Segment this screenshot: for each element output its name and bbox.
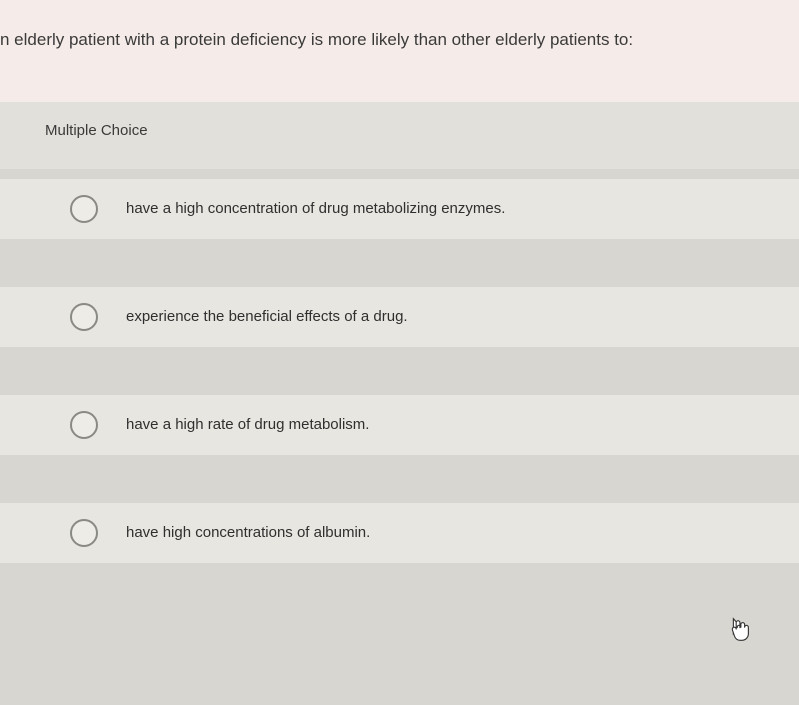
question-area: n elderly patient with a protein deficie… <box>0 0 799 102</box>
pointer-cursor-icon <box>724 615 754 650</box>
radio-icon[interactable] <box>70 303 98 331</box>
options-container: have a high concentration of drug metabo… <box>0 169 799 563</box>
option-row[interactable]: have a high rate of drug metabolism. <box>0 395 799 455</box>
radio-icon[interactable] <box>70 411 98 439</box>
option-row[interactable]: have high concentrations of albumin. <box>0 503 799 563</box>
option-row[interactable]: have a high concentration of drug metabo… <box>0 179 799 239</box>
radio-icon[interactable] <box>70 519 98 547</box>
radio-icon[interactable] <box>70 195 98 223</box>
section-label: Multiple Choice <box>45 122 799 139</box>
option-label: have high concentrations of albumin. <box>126 524 370 541</box>
section-header: Multiple Choice <box>0 102 799 169</box>
question-text: n elderly patient with a protein deficie… <box>0 28 779 52</box>
option-label: experience the beneficial effects of a d… <box>126 308 408 325</box>
option-row[interactable]: experience the beneficial effects of a d… <box>0 287 799 347</box>
option-label: have a high rate of drug metabolism. <box>126 416 369 433</box>
option-label: have a high concentration of drug metabo… <box>126 200 505 217</box>
